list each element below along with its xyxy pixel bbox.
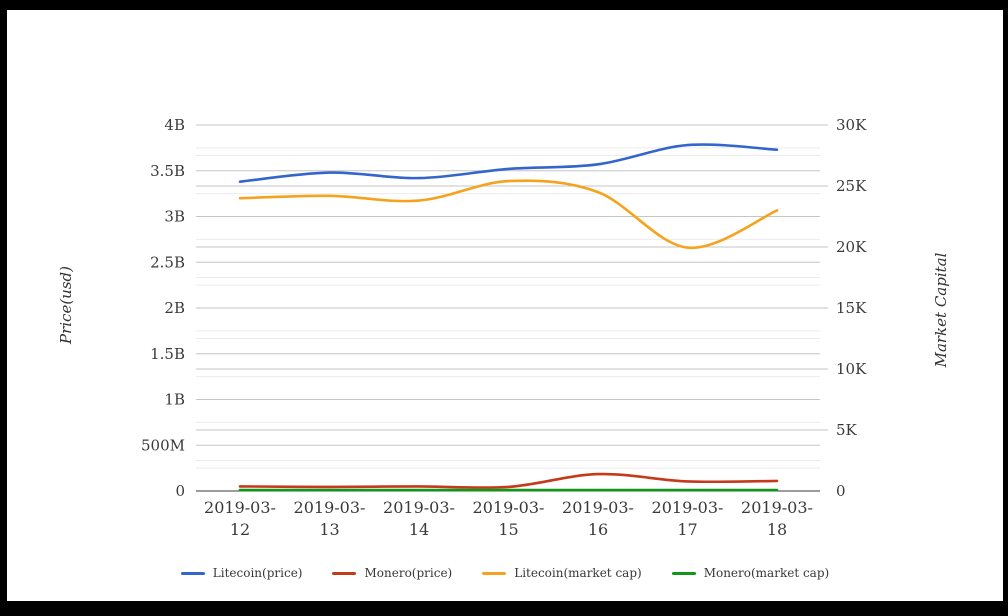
left-axis-tick-label: 1.5B [150,345,185,363]
series-line-litecoin-price- [238,143,779,183]
legend-item-monero-marketcap: Monero(market cap) [671,566,830,580]
left-axis-tick-label: 2.5B [150,253,185,271]
series-line-monero-price- [238,472,779,489]
legend-swatch-icon [180,571,205,575]
left-axis-tick-label: 2B [164,299,185,317]
left-axis-title: Price(usd) [57,265,75,345]
left-axis-tick-label: 3B [164,208,185,226]
right-axis-tick-label: 10K [836,360,867,378]
line-chart: 0 500M 1B 1.5B 2B 2.5B 3B 3.5B 4B 0 5K 10K 15K 20K 25K… [141,116,867,539]
x-axis-tick-label: 2019-03-15 [473,498,545,539]
x-axis-tick-label: 2019-03-12 [204,498,276,539]
series-line-litecoin-market-cap- [238,179,779,249]
left-axis-tick-label: 500M [141,436,185,454]
right-axis-tick-label: 5K [836,421,858,439]
legend-item-litecoin-price: Litecoin(price) [180,566,303,580]
left-axis-tick-label: 4B [164,116,185,134]
chart-canvas: 0 500M 1B 1.5B 2B 2.5B 3B 3.5B 4B 0 5K 10K 15K 20K 25K… [7,10,1003,601]
legend-swatch-icon [332,571,357,575]
left-axis-tick-label: 3.5B [150,162,185,180]
right-axis-title: Market Capital [932,252,950,368]
legend-label: Monero(market cap) [703,566,830,580]
legend-item-litecoin-marketcap: Litecoin(market cap) [482,566,642,580]
legend-swatch-icon [482,571,507,575]
legend-swatch-icon [671,571,696,575]
chart-legend: Litecoin(price) Monero(price) Litecoin(m… [7,566,1003,580]
right-axis-tick-label: 15K [836,299,867,317]
legend-label: Litecoin(market cap) [514,566,642,580]
x-axis-tick-label: 2019-03-18 [741,498,813,539]
x-axis-tick-label: 2019-03-17 [652,498,724,539]
right-axis-tick-label: 30K [836,116,867,134]
right-axis-tick-label: 20K [836,238,867,256]
x-axis-tick-label: 2019-03-13 [294,498,366,539]
x-axis-tick-label: 2019-03-16 [562,498,634,539]
legend-label: Litecoin(price) [212,566,303,580]
right-axis-tick-label: 25K [836,177,867,195]
legend-item-monero-price: Monero(price) [332,566,452,580]
x-axis-tick-label: 2019-03-14 [383,498,455,539]
left-axis-tick-label: 0 [175,482,185,500]
right-axis-tick-label: 0 [836,482,846,500]
left-axis-tick-label: 1B [164,391,185,409]
legend-label: Monero(price) [364,566,453,580]
